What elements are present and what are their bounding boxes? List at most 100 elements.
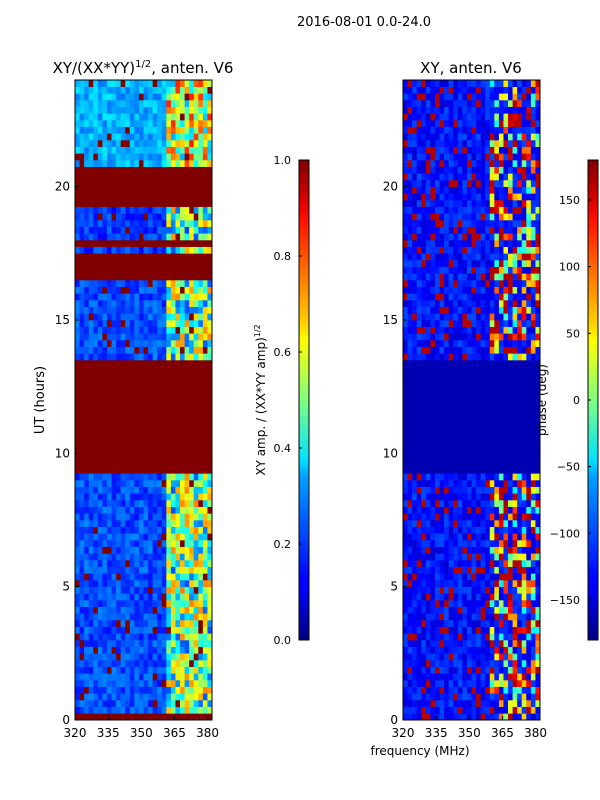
phase-heat-cell xyxy=(462,86,468,94)
amplitude-heat-cell xyxy=(106,493,112,501)
amplitude-heat-cell xyxy=(193,613,199,621)
phase-heat-cell xyxy=(526,113,532,121)
amplitude-heat-cell xyxy=(207,600,213,607)
phase-heat-cell xyxy=(471,653,477,661)
amplitude-heat-cell xyxy=(175,300,181,307)
amplitude-heat-cell xyxy=(120,86,126,94)
phase-heat-cell xyxy=(526,246,532,254)
phase-heat-cell xyxy=(480,673,486,681)
phase-heat-cell xyxy=(498,273,504,281)
phase-heat-cell xyxy=(407,286,413,294)
amplitude-heat-cell xyxy=(143,606,149,614)
phase-heat-cell xyxy=(512,633,518,641)
amplitude-heat-cell xyxy=(102,246,108,254)
phase-heat-cell xyxy=(453,260,459,267)
phase-heat-cell xyxy=(480,273,486,281)
phase-heat-cell xyxy=(407,693,413,701)
amplitude-heat-cell xyxy=(93,693,99,701)
phase-heat-cell xyxy=(448,473,454,481)
amplitude-heat-cell xyxy=(189,513,195,521)
amplitude-heat-cell xyxy=(198,293,204,301)
phase-heat-cell xyxy=(489,346,495,354)
phase-heat-cell xyxy=(485,293,491,301)
amplitude-heat-cell xyxy=(166,160,172,167)
amplitude-heat-cell xyxy=(93,566,99,574)
phase-heat-cell xyxy=(494,286,500,294)
amplitude-heat-cell xyxy=(207,653,213,661)
phase-heat-cell xyxy=(425,246,431,254)
phase-heat-cell xyxy=(430,353,436,361)
phase-heat-cell xyxy=(471,80,477,87)
amplitude-heat-cell xyxy=(207,300,213,307)
phase-heat-cell xyxy=(494,620,500,627)
phase-heat-cell xyxy=(407,673,413,681)
phase-heat-cell xyxy=(430,600,436,607)
amplitude-heat-cell xyxy=(93,666,99,674)
phase-heat-cell xyxy=(407,133,413,141)
phase-heat-cell xyxy=(526,260,532,267)
amplitude-heat-cell xyxy=(198,633,204,641)
amplitude-heat-cell xyxy=(202,680,208,687)
phase-heat-cell xyxy=(508,320,513,327)
phase-heat-cell xyxy=(403,186,408,194)
phase-heat-cell xyxy=(416,353,422,361)
amplitude-heat-cell xyxy=(116,686,121,694)
amplitude-heat-cell xyxy=(189,473,195,481)
amplitude-heat-cell xyxy=(148,633,153,641)
amplitude-heat-cell xyxy=(207,566,213,574)
phase-heat-cell xyxy=(476,546,481,554)
phase-heat-cell xyxy=(508,633,513,641)
phase-heat-cell xyxy=(498,500,504,507)
phase-heat-cell xyxy=(480,346,486,354)
amplitude-heat-cell xyxy=(129,546,135,554)
amplitude-heat-cell xyxy=(161,493,167,501)
phase-heat-cell xyxy=(498,93,504,101)
amplitude-heat-cell xyxy=(189,146,195,154)
amplitude-heat-cell xyxy=(175,580,181,587)
phase-heat-cell xyxy=(530,286,536,294)
phase-heat-cell xyxy=(462,286,468,294)
phase-heat-cell xyxy=(517,500,523,507)
amplitude-heat-cell xyxy=(143,580,149,587)
phase-heat-cell xyxy=(416,686,422,694)
amplitude-heat-cell xyxy=(184,693,190,701)
amplitude-heat-cell xyxy=(193,473,199,481)
amplitude-heat-cell xyxy=(97,86,103,94)
phase-heat-cell xyxy=(503,613,509,621)
amplitude-heat-cell xyxy=(84,160,89,167)
amplitude-heat-cell xyxy=(138,706,144,714)
phase-heat-cell xyxy=(503,300,509,307)
phase-heat-cell xyxy=(425,573,431,581)
amplitude-heat-cell xyxy=(106,206,112,214)
amplitude-heat-cell xyxy=(166,120,172,127)
phase-heat-cell xyxy=(403,220,408,227)
amplitude-heat-cell xyxy=(134,600,140,607)
amplitude-heat-cell xyxy=(161,600,167,607)
amplitude-heat-cell xyxy=(93,553,99,561)
amplitude-heat-cell xyxy=(116,306,121,314)
amplitude-heat-cell xyxy=(143,126,149,134)
phase-heat-cell xyxy=(453,333,459,341)
phase-heat-cell xyxy=(416,120,422,127)
phase-heat-cell xyxy=(403,500,408,507)
amplitude-heat-cell xyxy=(207,613,213,621)
phase-heat-cell xyxy=(430,93,436,101)
phase-heat-row-uniform xyxy=(403,460,540,467)
amplitude-heat-cell xyxy=(93,226,99,234)
amplitude-heat-cell xyxy=(175,86,181,94)
amplitude-heat-cell xyxy=(120,613,126,621)
phase-heat-cell xyxy=(453,533,459,541)
phase-heat-cell xyxy=(517,613,523,621)
amplitude-heat-cell xyxy=(189,633,195,641)
phase-heat-cell xyxy=(421,293,427,301)
amplitude-heat-cell xyxy=(175,146,181,154)
phase-heat-cell xyxy=(407,326,413,334)
phase-heat-cell xyxy=(453,313,459,321)
amplitude-heat-cell xyxy=(180,100,185,107)
amplitude-heat-cell xyxy=(157,93,163,101)
amplitude-heat-cell xyxy=(189,213,195,221)
amplitude-heat-cell xyxy=(88,160,94,167)
amplitude-heat-cell xyxy=(175,213,181,221)
phase-heat-cell xyxy=(430,220,436,227)
phase-heat-cell xyxy=(453,120,459,127)
